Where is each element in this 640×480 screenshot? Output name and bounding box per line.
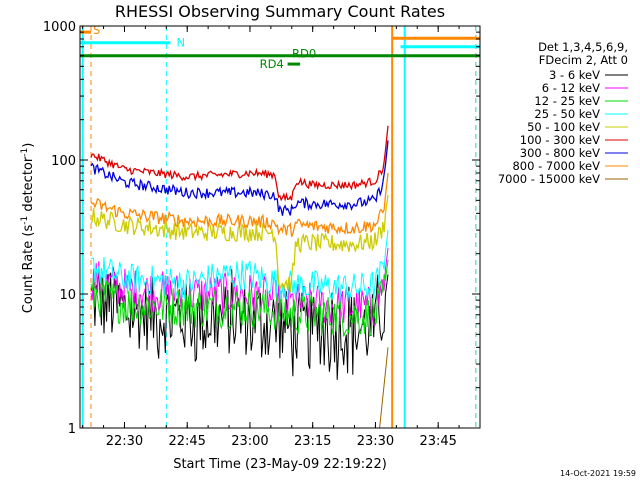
legend-entry-3: 25 - 50 keV [534, 107, 600, 121]
chart-title: RHESSI Observing Summary Count Rates [115, 2, 445, 21]
series-line-5 [90, 125, 389, 202]
legend-entry-5: 100 - 300 keV [520, 133, 600, 147]
legend-entry-8: 7000 - 15000 keV [498, 172, 600, 186]
legend-entry-1: 6 - 12 keV [542, 81, 600, 95]
legend-entry-7: 800 - 7000 keV [512, 159, 600, 173]
annotation-label-0: S [93, 23, 100, 37]
legend-entry-2: 12 - 25 keV [534, 94, 600, 108]
legend-header-line-1: Det 1,3,4,5,6,9, [538, 40, 628, 54]
y-axis-label-mid: detector [21, 156, 36, 216]
y-axis-label-part: Count Rate (s [21, 225, 36, 314]
annotation-label-1: N [176, 36, 185, 50]
footer-date: 14-Oct-2021 19:59 [560, 469, 636, 478]
annotation-label-2: RD0 [292, 47, 316, 61]
legend-entry-4: 50 - 100 keV [527, 120, 600, 134]
y-axis-label: Count Rate (s-1 detector-1) [20, 143, 36, 314]
y-tick-label-1: 10 [59, 288, 76, 303]
legend-entry-0: 3 - 6 keV [549, 68, 600, 82]
legend: Det 1,3,4,5,6,9, FDecim 2, Att 0 3 - 6 k… [498, 40, 628, 186]
x-tick-label-2: 23:00 [231, 434, 268, 449]
y-tick-label-3: 1000 [43, 20, 76, 35]
legend-entry-6: 300 - 800 keV [520, 146, 600, 160]
series-line-3 [90, 230, 389, 303]
y-tick-label-0: 1 [68, 422, 76, 437]
series-line-8 [379, 347, 389, 428]
y-tick-label-2: 100 [51, 154, 76, 169]
y-axis-label-end: ) [21, 143, 36, 148]
annotation-label-3: RD4 [260, 57, 284, 71]
plot-frame [79, 25, 481, 429]
y-axis-label-sup1: -1 [20, 216, 30, 225]
x-tick-label-3: 23:15 [294, 434, 331, 449]
plot-area: S N RD0 RD4 [80, 23, 480, 428]
x-tick-label-4: 23:30 [357, 434, 394, 449]
series-line-7 [90, 172, 389, 237]
series-line-6 [90, 140, 389, 216]
x-tick-label-5: 23:45 [419, 434, 456, 449]
x-tick-label-1: 22:45 [168, 434, 205, 449]
x-axis-label: Start Time (23-May-09 22:19:22) [173, 457, 387, 472]
axes: 22:30 22:45 23:00 23:15 23:30 23:45 1 10 100 1000 [43, 20, 481, 449]
svg-text:Count Rate (s-1 detector-1): Count Rate (s-1 detector-1) [20, 143, 36, 314]
series-line-2 [90, 259, 389, 338]
y-axis-label-sup2: -1 [20, 148, 30, 157]
legend-header-line-2: FDecim 2, Att 0 [539, 53, 628, 67]
x-tick-label-0: 22:30 [106, 434, 143, 449]
